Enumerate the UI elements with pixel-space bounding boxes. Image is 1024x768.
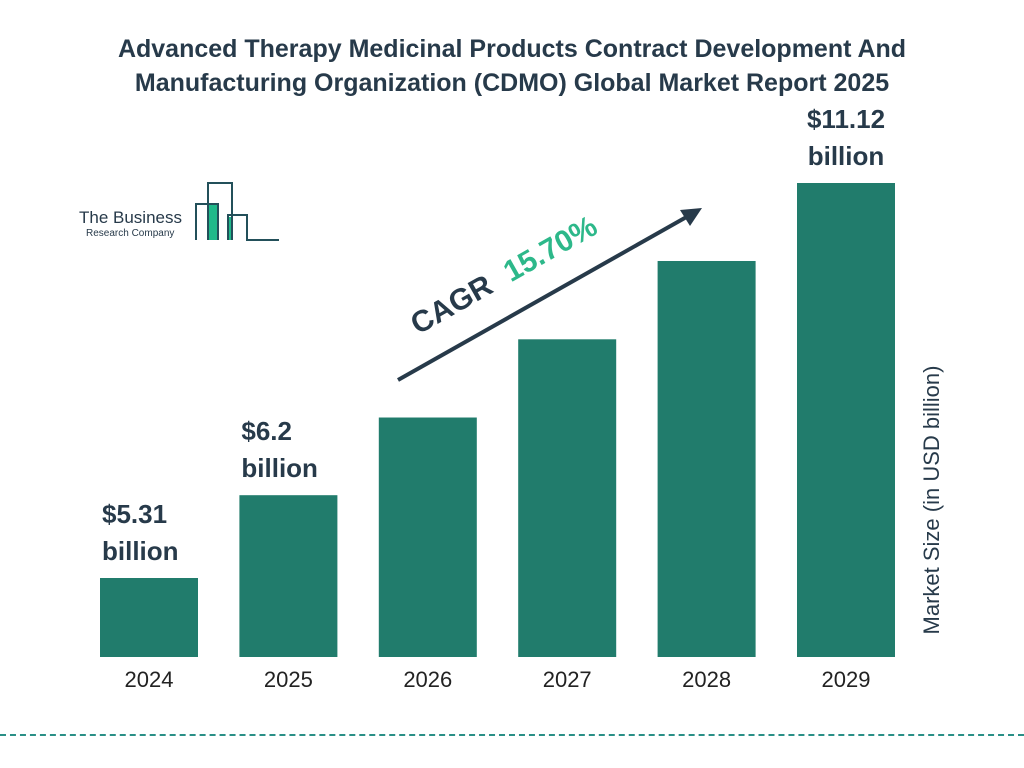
company-logo: The Business Research Company bbox=[79, 182, 279, 241]
data-label-unit: billion bbox=[102, 536, 179, 566]
x-tick-label: 2029 bbox=[822, 667, 871, 692]
bar-2027 bbox=[518, 339, 617, 657]
x-tick-label: 2026 bbox=[403, 667, 452, 692]
y-axis-label: Market Size (in USD billion) bbox=[919, 365, 944, 635]
data-label-value: $6.2 bbox=[241, 416, 292, 446]
x-tick-label: 2024 bbox=[125, 667, 174, 692]
bar-2028 bbox=[657, 260, 756, 657]
bar-2025 bbox=[239, 495, 338, 657]
bar-2029 bbox=[797, 183, 895, 657]
x-tick-label: 2028 bbox=[682, 667, 731, 692]
footer-divider bbox=[0, 734, 1024, 736]
data-label-unit: billion bbox=[241, 453, 318, 483]
bar-2026 bbox=[378, 417, 477, 657]
data-label-unit: billion bbox=[808, 141, 885, 171]
arrow-head-icon bbox=[680, 208, 702, 226]
x-tick-label: 2027 bbox=[543, 667, 592, 692]
data-label-value: $5.31 bbox=[102, 499, 167, 529]
data-label-value: $11.12 bbox=[807, 104, 885, 134]
logo-line1: The Business bbox=[79, 208, 182, 227]
logo-line2: Research Company bbox=[86, 228, 174, 239]
bar-2024 bbox=[100, 578, 198, 657]
cagr-value: 15.70% bbox=[498, 210, 603, 289]
chart-title: Advanced Therapy Medicinal Products Cont… bbox=[117, 35, 907, 97]
x-tick-label: 2025 bbox=[264, 667, 313, 692]
